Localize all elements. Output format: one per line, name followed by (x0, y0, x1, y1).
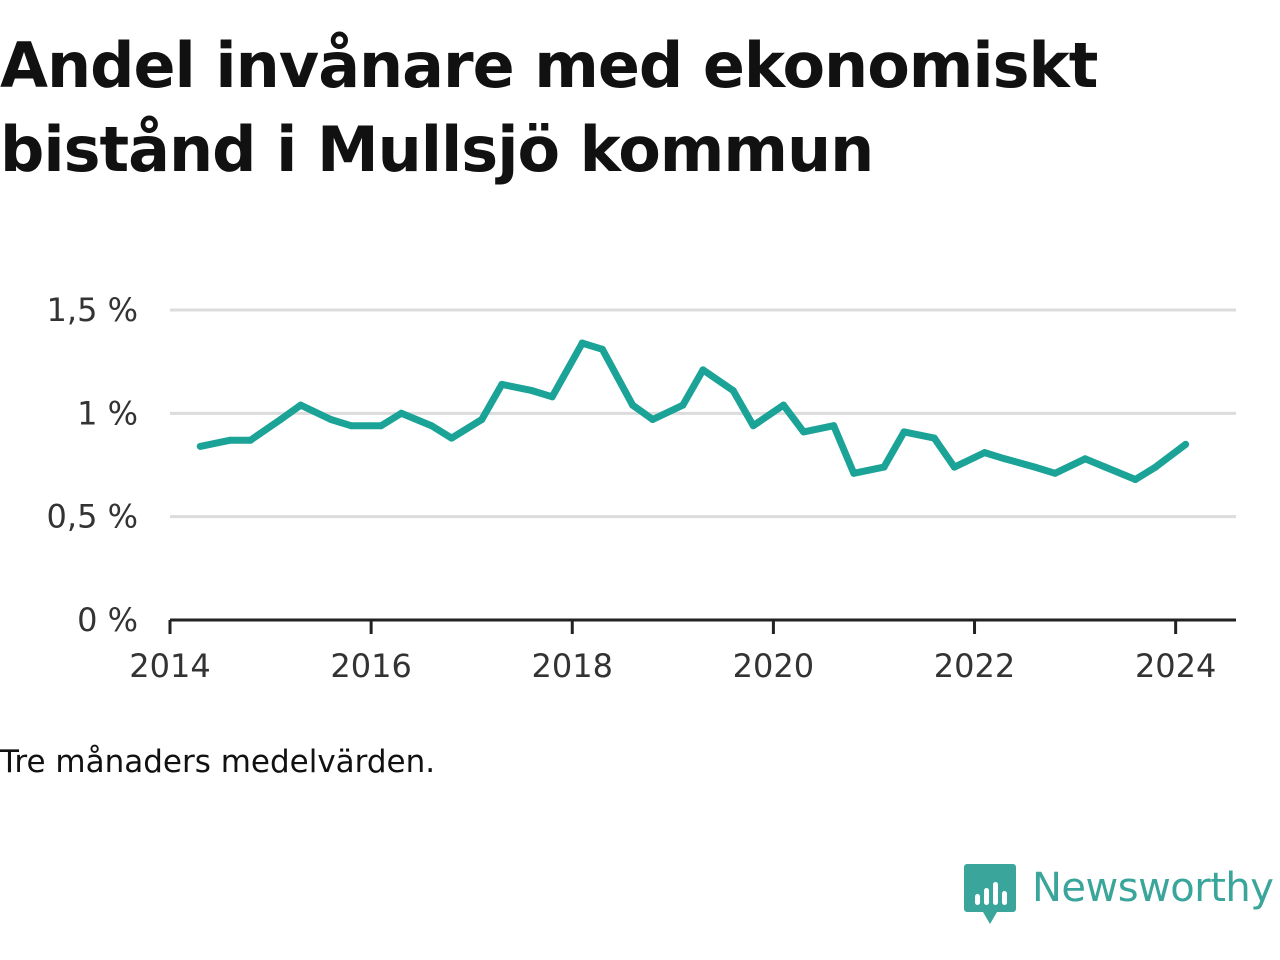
data-point (880, 463, 888, 471)
data-point (1131, 476, 1139, 483)
data-point (749, 422, 757, 430)
data-point (598, 345, 606, 353)
data-point (277, 416, 285, 423)
data-point (528, 387, 536, 395)
data-point (247, 436, 254, 444)
data-point (377, 422, 385, 430)
data-point (729, 387, 737, 395)
line-chart: 0 % 0,5 % 1 % 1,5 % 2014 2016 2018 2020 2022 202… (47, 291, 1236, 685)
x-tick-label: 2024 (1135, 647, 1216, 685)
data-point (1031, 463, 1039, 471)
data-point (1051, 469, 1059, 477)
data-point (981, 449, 989, 457)
x-tick-label: 2016 (330, 647, 411, 685)
data-point (1182, 440, 1190, 448)
bar-chart-speech-bubble-icon (964, 864, 1016, 924)
x-tick-label: 2014 (129, 647, 210, 685)
brand-name: Newsworthy (1032, 865, 1274, 911)
data-point (930, 434, 938, 442)
data-point (780, 401, 787, 409)
data-point (629, 401, 637, 409)
x-tick-label: 2022 (934, 647, 1015, 685)
data-point (548, 393, 556, 401)
y-tick-label: 0,5 % (47, 498, 138, 536)
series-line (199, 339, 1188, 483)
data-point (1101, 463, 1109, 471)
data-point (578, 339, 586, 347)
data-point (699, 366, 707, 374)
y-tick-label: 1 % (77, 394, 138, 432)
data-point (850, 469, 858, 477)
data-point (800, 428, 808, 436)
series-lines (196, 339, 1190, 483)
data-point (397, 409, 405, 417)
data-point (900, 428, 908, 436)
y-tick-label: 0 % (77, 601, 138, 639)
data-point (327, 416, 335, 423)
data-point (297, 401, 305, 409)
data-point (950, 463, 958, 471)
data-point (478, 416, 486, 423)
data-point (1152, 463, 1159, 471)
y-tick-label: 1,5 % (47, 291, 138, 329)
y-axis-tick-labels: 0 % 0,5 % 1 % 1,5 % (47, 291, 138, 639)
x-tick-label: 2020 (733, 647, 814, 685)
data-point (830, 422, 838, 430)
x-axis: 2014 2016 2018 2020 2022 2024 (129, 618, 1236, 685)
x-tick-label: 2018 (532, 647, 613, 685)
brand-logo: Newsworthy (964, 864, 1274, 928)
data-point (1081, 455, 1089, 463)
data-point (226, 436, 234, 444)
data-point (448, 434, 456, 442)
data-point (347, 422, 355, 430)
data-point (649, 416, 657, 423)
chart-title: Andel invånare med ekonomiskt bistånd i … (0, 29, 1098, 186)
chart-note: Tre månaders medelvärden. (0, 744, 436, 780)
data-point (196, 442, 204, 450)
data-point (1001, 455, 1009, 463)
data-point (679, 401, 687, 409)
data-point (498, 380, 506, 388)
gridlines (170, 308, 1236, 519)
data-point (428, 422, 435, 430)
